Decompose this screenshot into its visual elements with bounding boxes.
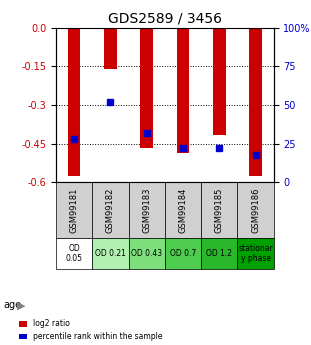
FancyBboxPatch shape	[92, 183, 128, 238]
Legend: log2 ratio, percentile rank within the sample: log2 ratio, percentile rank within the s…	[19, 319, 163, 341]
FancyBboxPatch shape	[56, 183, 92, 238]
Text: OD 0.43: OD 0.43	[131, 249, 162, 258]
Bar	[104, 28, 117, 69]
FancyBboxPatch shape	[128, 238, 165, 269]
Bar	[249, 28, 262, 176]
Text: GSM99182: GSM99182	[106, 188, 115, 233]
FancyBboxPatch shape	[201, 183, 237, 238]
Text: GSM99185: GSM99185	[215, 188, 224, 233]
Text: OD 0.21: OD 0.21	[95, 249, 126, 258]
FancyBboxPatch shape	[237, 183, 274, 238]
FancyBboxPatch shape	[165, 238, 201, 269]
Text: stationar
y phase: stationar y phase	[238, 244, 273, 263]
FancyBboxPatch shape	[201, 238, 237, 269]
Text: GSM99186: GSM99186	[251, 188, 260, 233]
FancyBboxPatch shape	[237, 238, 274, 269]
Text: GSM99183: GSM99183	[142, 188, 151, 233]
FancyBboxPatch shape	[128, 183, 165, 238]
Text: OD
0.05: OD 0.05	[66, 244, 83, 263]
FancyBboxPatch shape	[92, 238, 128, 269]
Text: OD 1.2: OD 1.2	[206, 249, 232, 258]
Text: age: age	[3, 300, 21, 310]
Bar	[213, 28, 225, 135]
Text: ▶: ▶	[17, 300, 26, 310]
Bar	[68, 28, 81, 176]
FancyBboxPatch shape	[56, 238, 92, 269]
Text: GSM99181: GSM99181	[70, 188, 79, 233]
Title: GDS2589 / 3456: GDS2589 / 3456	[108, 11, 222, 25]
Text: GSM99184: GSM99184	[179, 188, 188, 233]
Bar	[177, 28, 189, 153]
Bar	[140, 28, 153, 148]
Text: OD 0.7: OD 0.7	[170, 249, 196, 258]
FancyBboxPatch shape	[165, 183, 201, 238]
